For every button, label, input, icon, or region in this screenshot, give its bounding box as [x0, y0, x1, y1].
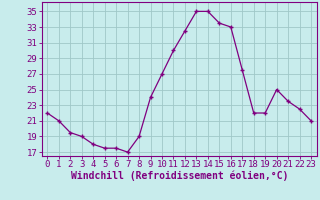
X-axis label: Windchill (Refroidissement éolien,°C): Windchill (Refroidissement éolien,°C) — [70, 171, 288, 181]
